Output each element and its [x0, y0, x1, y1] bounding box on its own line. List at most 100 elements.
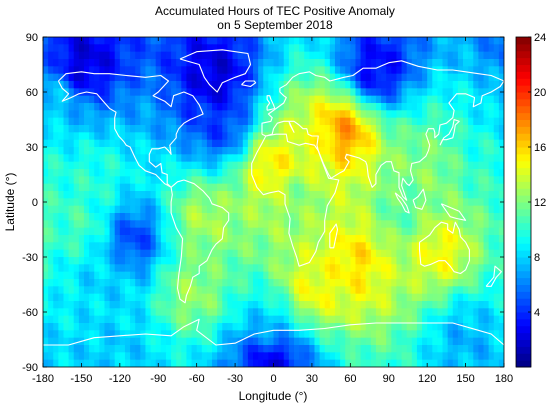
heat-cell — [68, 154, 75, 163]
heat-cell — [360, 132, 367, 141]
heat-cell — [293, 147, 300, 155]
heat-cell — [319, 359, 326, 367]
heat-cell — [181, 191, 188, 199]
heat-cell — [83, 213, 90, 221]
heat-cell — [350, 249, 357, 258]
heat-cell — [83, 110, 90, 119]
heat-cell — [104, 132, 111, 141]
heat-cell — [493, 169, 500, 177]
heat-cell — [447, 139, 454, 148]
heat-cell — [242, 235, 249, 243]
heat-cell — [283, 220, 290, 229]
heat-cell — [160, 117, 167, 126]
heat-cell — [201, 198, 208, 207]
heat-cell — [191, 271, 198, 280]
heat-cell — [463, 51, 469, 60]
heat-cell — [483, 183, 490, 192]
heat-cell — [319, 176, 326, 185]
heat-cell — [145, 132, 152, 141]
heat-cell — [63, 205, 70, 214]
heat-cell — [222, 301, 228, 309]
heat-cell — [109, 315, 116, 324]
heat-cell — [293, 139, 300, 148]
heat-cell — [309, 73, 316, 82]
heat-cell — [386, 323, 392, 331]
heat-cell — [150, 315, 157, 324]
heat-cell — [319, 125, 326, 133]
heat-cell — [201, 154, 208, 163]
heat-cell — [442, 323, 449, 331]
heat-cell — [365, 337, 372, 346]
heat-cell — [319, 59, 326, 67]
heat-cell — [63, 279, 70, 287]
heat-cell — [109, 147, 116, 155]
heat-cell — [258, 154, 264, 163]
heat-cell — [437, 249, 444, 258]
heat-cell — [227, 227, 234, 236]
heat-cell — [283, 235, 290, 243]
heat-cell — [130, 279, 136, 287]
heat-cell — [242, 213, 249, 221]
heat-cell — [181, 301, 188, 309]
heat-cell — [283, 315, 290, 324]
heat-cell — [53, 315, 59, 324]
heat-cell — [375, 323, 382, 331]
heat-cell — [48, 301, 54, 309]
heat-cell — [109, 103, 116, 111]
heat-cell — [309, 125, 316, 133]
heat-cell — [217, 359, 223, 367]
heat-cell — [237, 235, 244, 243]
heat-cell — [130, 198, 136, 207]
heat-cell — [396, 264, 403, 273]
heat-cell — [304, 308, 310, 317]
heat-cell — [381, 330, 387, 339]
heat-cell — [309, 249, 316, 258]
heat-cell — [273, 88, 280, 97]
heat-cell — [130, 337, 136, 346]
heat-cell — [350, 198, 357, 207]
heat-cell — [396, 330, 403, 339]
heat-cell — [176, 352, 182, 361]
heat-cell — [83, 257, 90, 265]
heat-cell — [63, 213, 70, 221]
heat-cell — [247, 169, 254, 177]
heat-cell — [283, 73, 290, 82]
heat-cell — [427, 315, 433, 324]
heat-cell — [196, 95, 203, 104]
heat-cell — [345, 44, 351, 53]
heat-cell — [334, 44, 341, 53]
heat-cell — [360, 264, 367, 273]
heat-cell — [176, 191, 182, 199]
heat-cell — [63, 345, 70, 353]
heat-cell — [329, 37, 336, 45]
heat-cell — [432, 235, 439, 243]
heat-cell — [283, 103, 290, 111]
heat-cell — [416, 271, 423, 280]
heat-cell — [145, 117, 152, 126]
heat-cell — [78, 286, 85, 295]
heat-cell — [119, 308, 126, 317]
heat-cell — [206, 51, 213, 60]
heat-cell — [119, 235, 126, 243]
heat-cell — [171, 257, 177, 265]
heat-cell — [329, 169, 336, 177]
heat-cell — [145, 323, 152, 331]
heat-cell — [160, 154, 167, 163]
heat-cell — [242, 183, 249, 192]
heat-cell — [422, 125, 428, 133]
heat-cell — [299, 59, 305, 67]
heat-cell — [217, 308, 223, 317]
heat-cell — [222, 315, 228, 324]
heat-cell — [242, 352, 249, 361]
heat-cell — [109, 66, 116, 75]
heat-cell — [483, 286, 490, 295]
heat-cell — [196, 242, 203, 251]
heat-cell — [375, 345, 382, 353]
heat-cell — [114, 242, 121, 251]
heat-cell — [442, 249, 449, 258]
heat-cell — [258, 249, 264, 258]
heat-cell — [68, 213, 75, 221]
heat-cell — [94, 117, 100, 126]
heat-cell — [370, 286, 377, 295]
heat-cell — [181, 235, 188, 243]
